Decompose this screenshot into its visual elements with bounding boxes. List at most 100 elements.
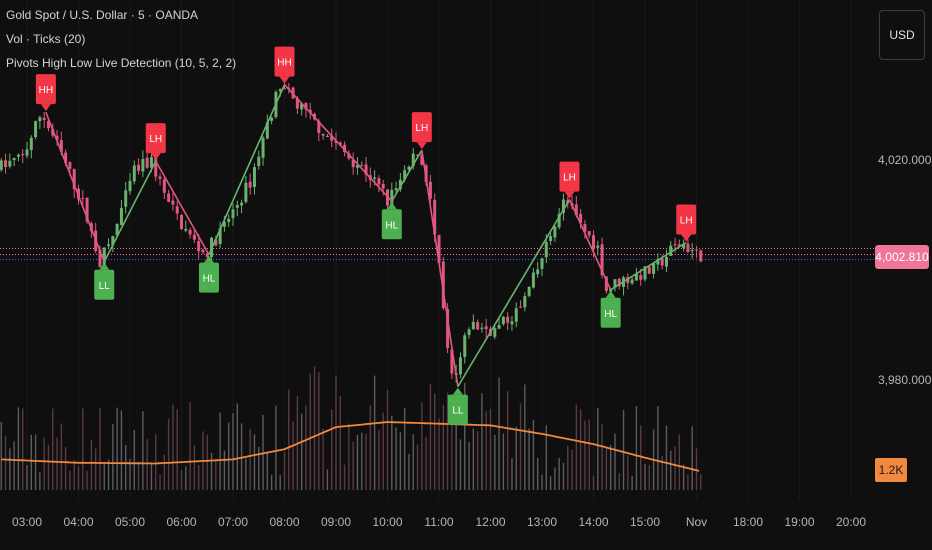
candle — [656, 253, 660, 271]
candle — [42, 111, 46, 129]
candle — [38, 115, 42, 130]
candle — [351, 152, 355, 175]
candle — [480, 322, 484, 333]
candle — [81, 189, 85, 207]
candle — [227, 214, 231, 227]
price-axis[interactable]: 4,020.000 3,980.000 — [878, 153, 932, 387]
svg-text:HH: HH — [39, 85, 53, 96]
symbol-title[interactable]: Gold Spot / U.S. Dollar · 5 · OANDA — [6, 8, 199, 22]
zigzag-segment — [421, 149, 459, 387]
svg-text:HH: HH — [277, 58, 291, 69]
candle — [175, 200, 179, 220]
candle — [325, 134, 329, 138]
candle — [300, 103, 304, 116]
candle — [583, 220, 587, 239]
candle — [141, 150, 145, 178]
zigzag-segment — [610, 241, 687, 291]
candle — [240, 199, 244, 214]
zigzag-segment — [45, 111, 105, 263]
candle — [265, 114, 269, 140]
pivot-labels: HH LL LH HL HH HL LH LL LH HL LH — [35, 46, 697, 425]
candle — [201, 248, 205, 255]
candle — [107, 238, 111, 249]
pivot-label-hl: HL — [198, 255, 219, 293]
candle — [467, 327, 471, 339]
candle — [493, 326, 497, 340]
candle — [540, 257, 544, 277]
candle — [690, 243, 694, 259]
x-tick-label: 15:00 — [630, 515, 660, 529]
candle — [664, 249, 668, 273]
candle — [626, 273, 630, 290]
candle — [171, 192, 175, 211]
candle — [270, 116, 274, 125]
time-axis[interactable]: 03:00 04:00 05:00 06:00 07:00 08:00 09:00 10:00… — [12, 515, 866, 529]
candle — [682, 239, 686, 252]
candle — [16, 153, 20, 162]
candle — [29, 135, 33, 159]
candle — [180, 214, 183, 230]
x-tick-label: 09:00 — [321, 515, 351, 529]
candle — [360, 161, 364, 167]
svg-text:LH: LH — [563, 173, 576, 184]
current-price-label: 4,002.810 — [875, 245, 929, 269]
pivots-indicator-title[interactable]: Pivots High Low Live Detection (10, 5, 2… — [6, 56, 237, 70]
y-tick-label: 4,020.000 — [878, 153, 932, 167]
candle — [695, 245, 698, 258]
candle — [231, 203, 235, 226]
candle — [132, 160, 136, 185]
candle — [321, 133, 325, 140]
volume-moving-average-line — [1, 421, 700, 472]
candle — [25, 141, 29, 159]
svg-text:LH: LH — [415, 123, 428, 134]
candle — [596, 240, 600, 256]
candle — [527, 286, 531, 298]
candle — [167, 189, 171, 203]
pivot-label-ll: LL — [447, 387, 468, 425]
svg-text:LH: LH — [149, 134, 162, 145]
candle — [197, 234, 201, 260]
x-tick-label: 06:00 — [166, 515, 196, 529]
x-tick-label: 14:00 — [578, 515, 608, 529]
candle — [12, 157, 16, 167]
candle — [8, 153, 12, 169]
x-tick-label: 20:00 — [836, 515, 866, 529]
pivot-label-lh: LH — [145, 123, 166, 161]
candle — [497, 318, 501, 329]
candle — [463, 332, 467, 364]
candle — [677, 239, 681, 247]
pivot-label-hl: HL — [381, 202, 402, 240]
x-tick-label: 11:00 — [424, 515, 453, 529]
pivot-zigzag-lines — [45, 84, 687, 388]
candle — [476, 319, 480, 331]
volume-indicator-title[interactable]: Vol · Ticks (20) — [6, 32, 86, 46]
candle — [398, 172, 402, 192]
candle — [536, 262, 540, 278]
candle — [510, 315, 514, 331]
candle — [458, 352, 462, 379]
candle — [523, 292, 527, 312]
candle — [145, 152, 149, 170]
zigzag-segment — [208, 84, 286, 255]
currency-button[interactable]: USD — [879, 10, 925, 60]
zigzag-segment — [155, 160, 210, 255]
x-tick-label: 08:00 — [269, 515, 299, 529]
candle — [446, 303, 450, 354]
candle — [308, 102, 312, 120]
zigzag-segment — [568, 199, 612, 291]
candle — [184, 220, 188, 233]
svg-text:LL: LL — [99, 281, 111, 292]
candle — [248, 173, 252, 195]
candle — [531, 267, 535, 289]
candle — [218, 221, 222, 248]
candle — [506, 312, 510, 331]
x-tick-label: Nov — [686, 515, 707, 529]
candle — [34, 120, 38, 140]
x-tick-label: 03:00 — [12, 515, 42, 529]
candle — [4, 153, 8, 174]
candle — [0, 157, 3, 172]
candle — [128, 173, 132, 195]
candle — [124, 181, 128, 214]
x-tick-label: 19:00 — [784, 515, 814, 529]
